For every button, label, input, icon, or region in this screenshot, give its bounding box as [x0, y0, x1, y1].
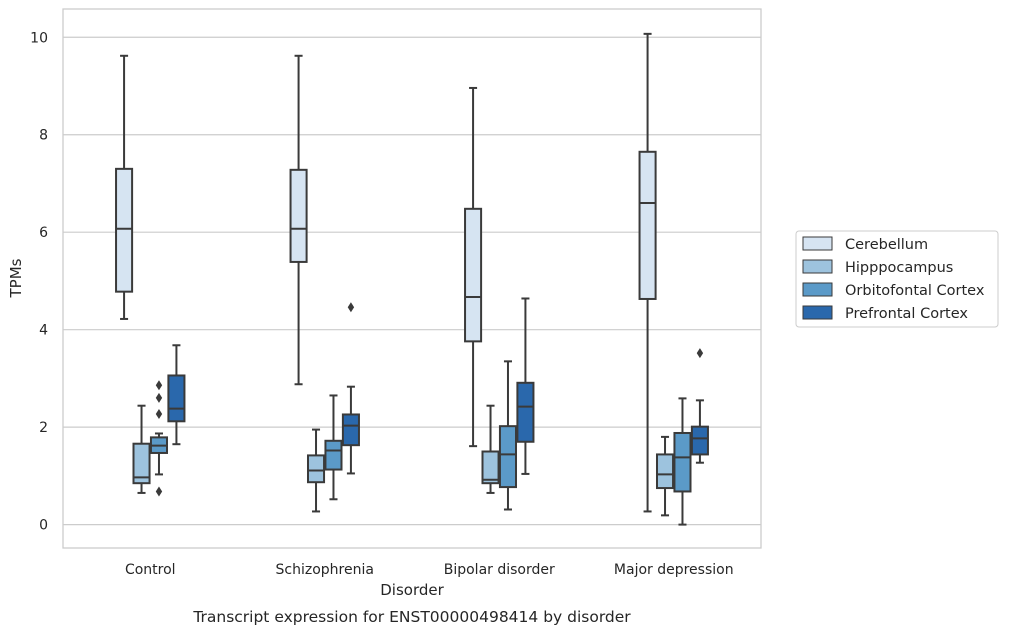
box [115, 167, 134, 293]
outlier-point [155, 408, 163, 419]
x-tick-labels: Control Schizophrenia Bipolar disorder Majo… [125, 562, 734, 578]
box-group [115, 54, 134, 320]
box [516, 381, 535, 443]
legend-swatch [802, 282, 833, 297]
outlier-point [155, 486, 163, 497]
box-group [655, 435, 675, 517]
y-tick-label: 2 [39, 420, 48, 436]
box [132, 442, 151, 485]
legend-label: Orbitofontal Cortex [845, 283, 985, 299]
y-tick-labels: 0 2 4 6 8 10 [30, 30, 48, 533]
x-tick-label: Control [125, 562, 176, 578]
legend-swatch [802, 305, 833, 320]
box [464, 207, 483, 343]
outlier-point [696, 348, 704, 359]
box [324, 439, 343, 471]
legend-label: Cerebellum [845, 237, 928, 253]
legend: Cerebellum Hipppocampus Orbitofontal Corte… [795, 230, 999, 328]
legend-frame [795, 230, 999, 328]
box [289, 168, 308, 263]
box-group [289, 54, 308, 386]
legend-label: Hipppocampus [845, 260, 953, 276]
box [341, 413, 360, 447]
box [167, 374, 186, 423]
box-group [149, 380, 169, 497]
legend-label: Prefrontal Cortex [845, 306, 968, 322]
box [690, 425, 709, 456]
box-group [341, 302, 360, 475]
box [306, 454, 326, 484]
x-axis-title: Disorder [380, 581, 444, 599]
figure-caption: Transcript expression for ENST0000049841… [192, 608, 631, 626]
box-group [481, 404, 500, 494]
y-tick-label: 6 [39, 225, 48, 241]
y-tick-label: 8 [39, 128, 48, 144]
gridlines [63, 36, 761, 526]
box-group [516, 297, 535, 475]
outlier-point [347, 302, 355, 313]
box-group [638, 32, 657, 513]
y-tick-label: 0 [39, 518, 48, 534]
y-tick-label: 4 [39, 323, 48, 339]
x-tick-label: Major depression [614, 562, 734, 578]
legend-swatch [802, 259, 833, 274]
plot-frame [62, 8, 762, 549]
outlier-point [155, 392, 163, 403]
x-tick-label: Schizophrenia [276, 562, 374, 578]
box [481, 450, 500, 485]
box-series [115, 32, 709, 526]
box [673, 431, 692, 493]
y-axis-title: TPMs [7, 258, 25, 298]
outlier-point [155, 380, 163, 391]
box [498, 425, 518, 489]
box-group [132, 404, 151, 494]
box-group [498, 360, 518, 511]
box-group [690, 348, 709, 464]
box-group [167, 344, 186, 446]
x-tick-label: Bipolar disorder [444, 562, 555, 578]
box-group [306, 428, 326, 513]
box [655, 453, 675, 490]
box-group [673, 397, 692, 526]
legend-swatch [802, 236, 833, 251]
box-group [324, 394, 343, 501]
y-tick-label: 10 [30, 30, 48, 46]
box [638, 150, 657, 300]
box-group [464, 86, 483, 448]
